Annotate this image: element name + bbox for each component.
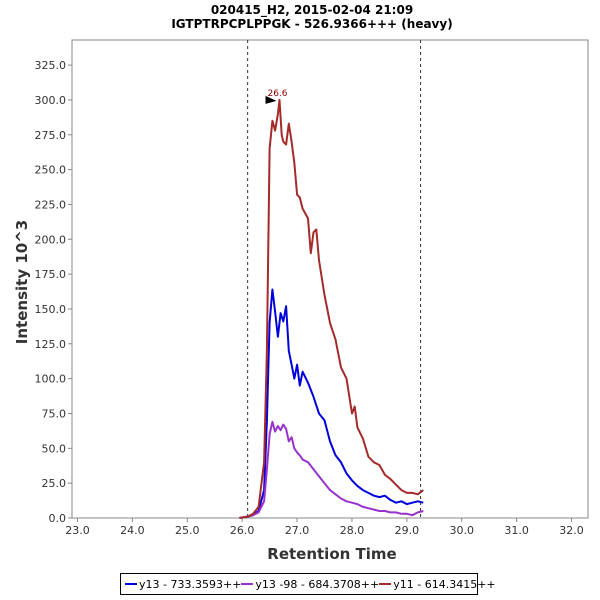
y-tick-label: 50.0 bbox=[42, 442, 67, 455]
legend-label: y13 - 733.3593++ bbox=[139, 577, 242, 591]
series-lines bbox=[239, 98, 424, 519]
x-tick-label: 23.0 bbox=[65, 524, 90, 537]
y-tick-label: 325.0 bbox=[35, 59, 67, 72]
y-tick-label: 25.0 bbox=[42, 477, 67, 490]
x-tick-label: 24.0 bbox=[120, 524, 145, 537]
x-tick-label: 29.0 bbox=[395, 524, 420, 537]
legend-item: y11 - 614.3415++ bbox=[379, 577, 496, 591]
legend-swatch bbox=[241, 583, 254, 585]
x-axis: 23.0 24.0 25.0 26.0 27.0 28.0 29.0 30.0 31.0 32.0 bbox=[65, 518, 584, 537]
y-tick-label: 0.0 bbox=[49, 512, 67, 525]
y-tick-label: 75.0 bbox=[42, 407, 67, 420]
legend: y13 - 733.3593++ y13 -98 - 684.3708++ y1… bbox=[120, 573, 496, 595]
series-line bbox=[239, 98, 424, 519]
chart-subtitle: IGTPTRPCPLPPGK - 526.9366+++ (heavy) bbox=[171, 17, 452, 31]
x-axis-label: Retention Time bbox=[267, 545, 396, 563]
peak-annotation: 26.6 bbox=[265, 89, 288, 104]
integration-boundaries bbox=[247, 40, 422, 518]
legend-item: y13 - 733.3593++ bbox=[125, 578, 241, 591]
legend-label: y11 - 614.3415++ bbox=[393, 577, 496, 591]
chart-title: 020415_H2, 2015-02-04 21:09 bbox=[211, 3, 413, 18]
x-tick-label: 30.0 bbox=[449, 524, 474, 537]
x-tick-label: 28.0 bbox=[340, 524, 365, 537]
y-tick-label: 200.0 bbox=[35, 233, 67, 246]
y-tick-label: 150.0 bbox=[35, 303, 67, 316]
legend-swatch bbox=[125, 583, 137, 585]
y-tick-label: 300.0 bbox=[35, 94, 67, 107]
y-axis: 0.0 25.0 50.0 75.0 100.0 125.0 150.0 175.0 200.0… bbox=[35, 59, 72, 525]
x-tick-label: 25.0 bbox=[175, 524, 200, 537]
legend-swatch bbox=[379, 583, 392, 585]
y-tick-label: 275.0 bbox=[35, 129, 67, 142]
x-tick-label: 27.0 bbox=[285, 524, 310, 537]
y-tick-label: 100.0 bbox=[35, 373, 67, 386]
x-tick-label: 32.0 bbox=[559, 524, 584, 537]
y-tick-label: 225.0 bbox=[35, 198, 67, 211]
y-tick-label: 125.0 bbox=[35, 338, 67, 351]
legend-item: y13 -98 - 684.3708++ bbox=[241, 578, 379, 591]
y-tick-label: 250.0 bbox=[35, 164, 67, 177]
series-line bbox=[239, 288, 424, 519]
x-tick-label: 31.0 bbox=[504, 524, 529, 537]
plot-area bbox=[71, 39, 589, 519]
peak-label: 26.6 bbox=[267, 89, 287, 99]
series-line bbox=[239, 420, 424, 519]
legend-label: y13 -98 - 684.3708++ bbox=[255, 577, 380, 591]
y-tick-label: 175.0 bbox=[35, 268, 67, 281]
peak-marker-icon bbox=[265, 95, 277, 104]
x-tick-label: 26.0 bbox=[230, 524, 255, 537]
y-axis-label: Intensity 10^3 bbox=[13, 220, 31, 344]
